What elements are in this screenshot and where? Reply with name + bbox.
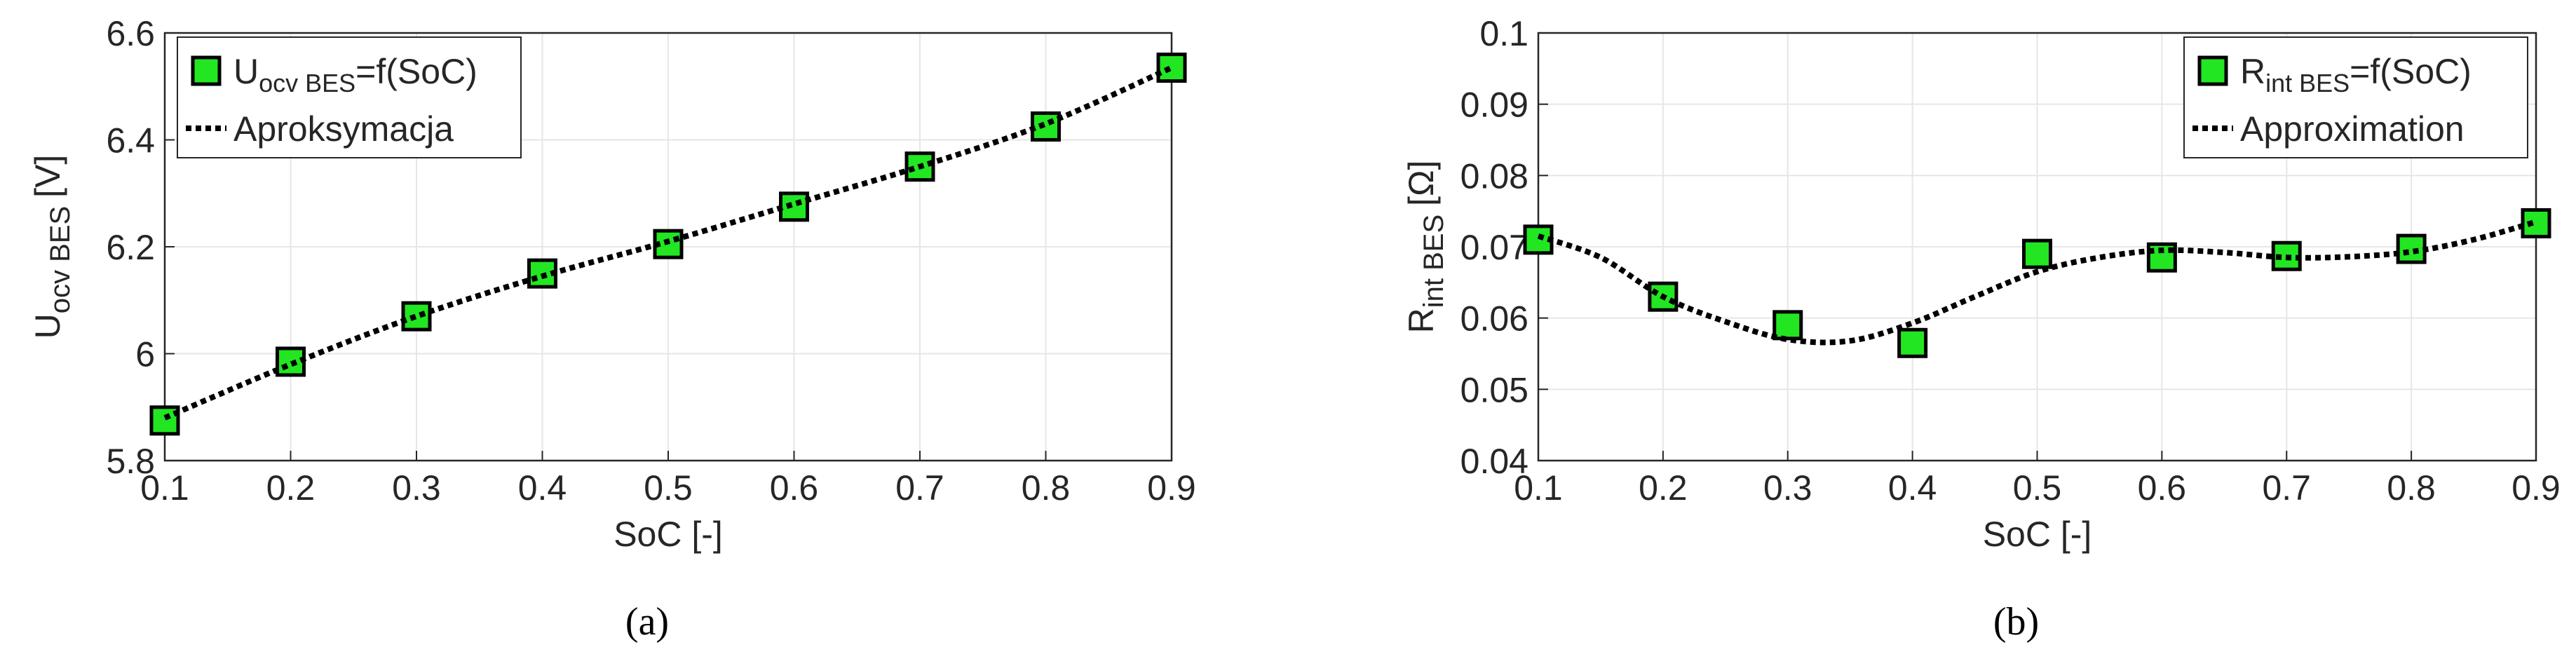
panel-caption: (b) [1993, 600, 2039, 644]
marker [1031, 111, 1061, 142]
x-tick-label: 0.5 [2013, 468, 2062, 508]
y-axis-label-unit: [Ω] [1402, 161, 1441, 206]
y-axis-label-sub: ocv BES [45, 206, 76, 313]
legend-label: Rint BES=f(SoC) [2240, 52, 2472, 97]
x-tick-label: 0.7 [895, 468, 944, 508]
fit-line [163, 64, 1173, 421]
legend-label: Aproksymacja [233, 109, 454, 149]
marker [2521, 208, 2551, 238]
x-tick-label: 0.6 [2138, 468, 2187, 508]
x-tick-label: 0.7 [2262, 468, 2311, 508]
y-tick-label: 0.1 [1479, 14, 1528, 53]
y-tick-label: 6.2 [106, 228, 155, 267]
legend-box [2183, 36, 2528, 158]
x-tick-label: 0.5 [644, 468, 693, 508]
legend-name-tail: =f(SoC) [355, 52, 477, 91]
marker [1772, 310, 1803, 341]
marker [1897, 327, 1928, 358]
y-axis-label-sub: int BES [1418, 215, 1449, 308]
y-axis-label-main: R [1402, 308, 1441, 333]
marker [1156, 53, 1187, 83]
legend-name: R [2240, 52, 2265, 91]
x-tick-label: 0.4 [1888, 468, 1937, 508]
legend-label: Uocv BES=f(SoC) [233, 52, 477, 97]
y-tick-label: 0.08 [1460, 156, 1528, 196]
axes-box [163, 32, 1173, 462]
x-tick-label: 0.3 [392, 468, 441, 508]
y-tick-label: 6.6 [106, 14, 155, 53]
y-tick-label: 0.09 [1460, 86, 1528, 125]
marker [2022, 238, 2052, 269]
marker [2396, 233, 2427, 264]
legend-name: Aproksymacja [233, 109, 454, 149]
legend-name-tail: =f(SoC) [2350, 52, 2472, 91]
x-tick-label: 0.1 [140, 468, 189, 508]
x-tick-label: 0.4 [518, 468, 567, 508]
y-axis-label: Rint BES [Ω] [1402, 161, 1449, 334]
y-tick-label: 6.4 [106, 121, 155, 161]
y-axis-label-unit: [V] [28, 155, 67, 198]
x-tick-label: 0.1 [1514, 468, 1563, 508]
y-tick-label: 6 [135, 335, 155, 374]
marker [779, 191, 809, 222]
y-tick-label: 0.06 [1460, 299, 1528, 339]
legend-box [177, 36, 522, 158]
y-tick-label: 0.05 [1460, 370, 1528, 409]
x-tick-label: 0.2 [266, 468, 316, 508]
legend-label: Approximation [2240, 109, 2465, 149]
marker [401, 301, 432, 332]
x-tick-label: 0.2 [1639, 468, 1688, 508]
y-tick-label: 0.07 [1460, 228, 1528, 267]
legend-name: U [233, 52, 259, 91]
legend-name-sub: ocv BES [259, 69, 355, 97]
x-tick-label: 0.3 [1763, 468, 1812, 508]
x-tick-label: 0.6 [770, 468, 819, 508]
legend-name: Approximation [2240, 109, 2465, 149]
x-axis-label: SoC [-] [1983, 515, 2092, 554]
y-tick-label: 0.04 [1460, 442, 1528, 481]
x-tick-label: 0.9 [2511, 468, 2561, 508]
legend-marker [191, 55, 222, 86]
legend-name-sub: int BES [2265, 69, 2350, 97]
y-axis-label: Uocv BES [V] [28, 155, 76, 339]
y-tick-label: 5.8 [106, 442, 155, 481]
x-axis-label: SoC [-] [614, 515, 723, 554]
x-tick-label: 0.9 [1147, 468, 1196, 508]
x-tick-label: 0.8 [2387, 468, 2436, 508]
legend-marker [2197, 55, 2228, 86]
panel-caption: (a) [625, 600, 669, 644]
y-axis-label-main: U [28, 313, 67, 339]
fit-line [1537, 219, 2537, 346]
x-tick-label: 0.8 [1022, 468, 1071, 508]
